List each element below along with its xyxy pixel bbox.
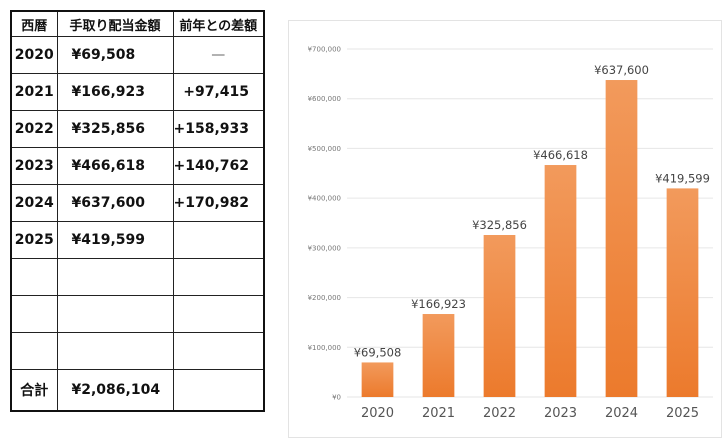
data-label-2023: ¥466,618 <box>533 148 588 162</box>
table-row: 2024 ¥637,600 +170,982 <box>10 184 265 222</box>
x-tick-label-2022: 2022 <box>483 406 516 421</box>
chart-svg: ¥0 ¥100,000 ¥200,000 ¥300,000 ¥400,000 ¥500,0… <box>308 46 713 421</box>
bar-2022 <box>483 235 516 397</box>
table-row <box>10 295 265 333</box>
cell-amount <box>56 258 174 296</box>
header-year: 西暦 <box>10 10 58 37</box>
cell-year: 2025 <box>10 221 58 259</box>
y-tick-label: ¥300,000 <box>308 244 341 252</box>
cell-diff: +140,762 <box>172 147 265 185</box>
cell-amount: ¥637,600 <box>56 184 174 222</box>
cell-diff <box>172 221 265 259</box>
cell-amount: ¥325,856 <box>56 110 174 148</box>
table-row: 2021 ¥166,923 +97,415 <box>10 73 265 111</box>
x-tick-label-2023: 2023 <box>544 406 577 421</box>
cell-year: 2021 <box>10 73 58 111</box>
dividend-bar-chart: ¥0 ¥100,000 ¥200,000 ¥300,000 ¥400,000 ¥500,0… <box>288 20 722 438</box>
data-label-2024: ¥637,600 <box>594 63 649 77</box>
cell-diff <box>172 258 265 296</box>
cell-diff <box>172 332 265 370</box>
cell-amount: ¥419,599 <box>56 221 174 259</box>
cell-amount: ¥466,618 <box>56 147 174 185</box>
header-net-dividend: 手取り配当金額 <box>56 10 174 37</box>
cell-year <box>10 258 58 296</box>
bar-2025 <box>666 188 699 397</box>
total-amount: ¥2,086,104 <box>56 369 174 412</box>
cell-amount <box>56 295 174 333</box>
x-tick-label-2025: 2025 <box>666 406 699 421</box>
data-label-2022: ¥325,856 <box>472 218 527 232</box>
y-tick-label: ¥0 <box>332 394 341 402</box>
table-row: 2025 ¥419,599 <box>10 221 265 259</box>
cell-amount: ¥166,923 <box>56 73 174 111</box>
cell-year: 2022 <box>10 110 58 148</box>
bar-2020 <box>361 362 394 397</box>
bar-2024 <box>605 80 638 397</box>
table-row <box>10 258 265 296</box>
table-row: 2023 ¥466,618 +140,762 <box>10 147 265 185</box>
y-tick-label: ¥600,000 <box>308 95 341 103</box>
y-tick-label: ¥400,000 <box>308 195 341 203</box>
cell-year <box>10 332 58 370</box>
x-tick-label-2021: 2021 <box>422 406 455 421</box>
total-diff-empty <box>172 369 265 412</box>
dividend-table: 西暦 手取り配当金額 前年との差額 2020 ¥69,508 — 2021 ¥1… <box>10 10 265 412</box>
x-tick-label-2024: 2024 <box>605 406 638 421</box>
cell-diff: — <box>172 36 265 74</box>
table-row: 2020 ¥69,508 — <box>10 36 265 74</box>
cell-year: 2020 <box>10 36 58 74</box>
cell-diff: +170,982 <box>172 184 265 222</box>
cell-diff <box>172 295 265 333</box>
table-row: 2022 ¥325,856 +158,933 <box>10 110 265 148</box>
data-label-2020: ¥69,508 <box>354 345 402 359</box>
cell-diff: +97,415 <box>172 73 265 111</box>
cell-year: 2024 <box>10 184 58 222</box>
cell-year <box>10 295 58 333</box>
data-label-2025: ¥419,599 <box>655 171 710 185</box>
cell-amount <box>56 332 174 370</box>
table-row <box>10 332 265 370</box>
header-yoy-diff: 前年との差額 <box>172 10 265 37</box>
y-tick-label: ¥700,000 <box>308 46 341 54</box>
data-label-2021: ¥166,923 <box>411 297 466 311</box>
table-header-row: 西暦 手取り配当金額 前年との差額 <box>10 10 265 37</box>
x-tick-label-2020: 2020 <box>361 406 394 421</box>
y-tick-label: ¥500,000 <box>308 145 341 153</box>
bar-2021 <box>422 314 455 397</box>
bar-2023 <box>544 165 577 397</box>
total-label: 合計 <box>10 369 58 412</box>
cell-amount: ¥69,508 <box>56 36 174 74</box>
cell-year: 2023 <box>10 147 58 185</box>
y-tick-label: ¥100,000 <box>308 344 341 352</box>
cell-diff: +158,933 <box>172 110 265 148</box>
total-row: 合計 ¥2,086,104 <box>10 369 265 412</box>
y-tick-label: ¥200,000 <box>308 294 341 302</box>
